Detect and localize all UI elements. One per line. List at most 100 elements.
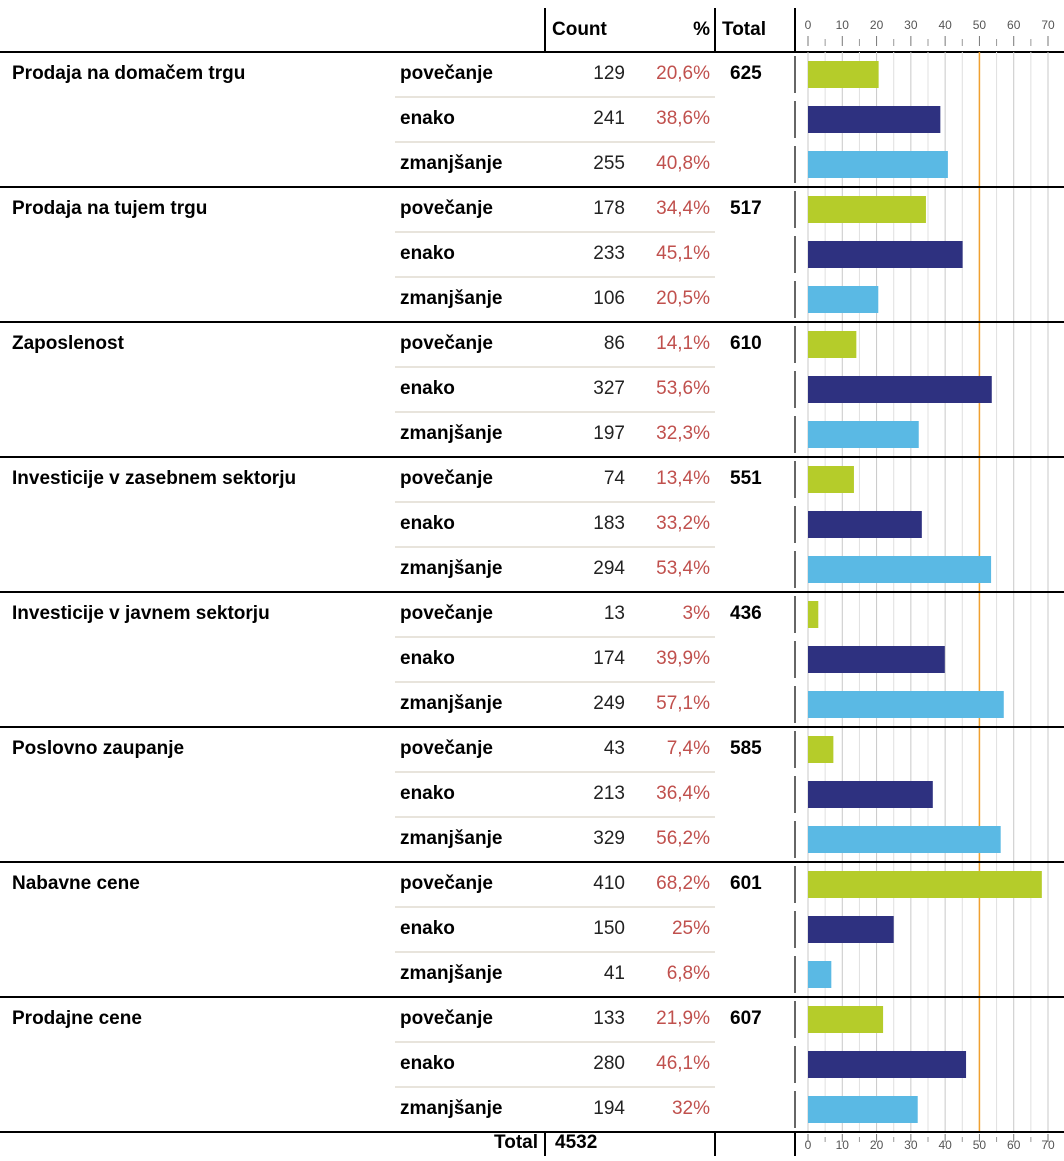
count: 249	[593, 693, 625, 714]
pct: 53,4%	[656, 558, 710, 579]
x-tick-label: 70	[1041, 18, 1055, 32]
x-tick-label: 60	[1007, 1138, 1021, 1152]
row-label: zmanjšanje	[400, 693, 502, 714]
pct: 57,1%	[656, 693, 710, 714]
row-label: enako	[400, 513, 455, 534]
group-label: Investicije v zasebnem sektorju	[12, 468, 296, 489]
bar	[808, 556, 992, 583]
row-label: zmanjšanje	[400, 153, 502, 174]
x-tick-label: 50	[973, 18, 987, 32]
pct: 53,6%	[656, 378, 710, 399]
x-tick-label: 60	[1007, 18, 1021, 32]
row-label: povečanje	[400, 198, 493, 219]
header-pct: %	[693, 19, 710, 40]
x-tick-label: 40	[938, 1138, 952, 1152]
row-label: povečanje	[400, 1008, 493, 1029]
row-label: povečanje	[400, 468, 493, 489]
bar	[808, 646, 945, 673]
group-label: Zaposlenost	[12, 333, 125, 354]
count: 129	[593, 63, 625, 84]
bar	[808, 781, 933, 808]
group-label: Nabavne cene	[12, 873, 140, 894]
bar	[808, 61, 879, 88]
bar	[808, 736, 834, 763]
x-tick-label: 50	[973, 1138, 987, 1152]
count: 183	[593, 513, 625, 534]
pct: 39,9%	[656, 648, 710, 669]
row-label: zmanjšanje	[400, 963, 502, 984]
row-label: enako	[400, 1053, 455, 1074]
row-label: zmanjšanje	[400, 1098, 502, 1119]
bar	[808, 196, 926, 223]
bar	[808, 106, 941, 133]
bar	[808, 691, 1004, 718]
row-label: enako	[400, 108, 455, 129]
header-total: Total	[722, 19, 766, 40]
group-label: Prodaja na tujem trgu	[12, 198, 207, 219]
pct: 20,5%	[656, 288, 710, 309]
bar	[808, 511, 922, 538]
header-count: Count	[552, 19, 608, 40]
x-tick-label: 70	[1041, 1138, 1055, 1152]
bar	[808, 241, 963, 268]
x-tick-label: 20	[870, 18, 884, 32]
row-label: enako	[400, 378, 455, 399]
count: 74	[604, 468, 626, 489]
pct: 32%	[672, 1098, 710, 1119]
x-tick-label: 10	[836, 18, 850, 32]
footer-label: Total	[494, 1132, 538, 1153]
bar	[808, 871, 1042, 898]
pct: 68,2%	[656, 873, 710, 894]
pct: 40,8%	[656, 153, 710, 174]
group-total: 625	[730, 63, 762, 84]
bar	[808, 1096, 918, 1123]
group-label: Poslovno zaupanje	[12, 738, 184, 759]
x-tick-label: 20	[870, 1138, 884, 1152]
count: 178	[593, 198, 625, 219]
bar	[808, 151, 948, 178]
row-label: zmanjšanje	[400, 423, 502, 444]
pct: 20,6%	[656, 63, 710, 84]
group-label: Investicije v javnem sektorju	[12, 603, 270, 624]
count: 41	[604, 963, 625, 984]
group-total: 436	[730, 603, 762, 624]
count: 327	[593, 378, 625, 399]
footer-count: 4532	[555, 1132, 597, 1153]
group-total: 551	[730, 468, 762, 489]
row-label: povečanje	[400, 603, 493, 624]
count: 233	[593, 243, 625, 264]
count: 13	[604, 603, 625, 624]
bar	[808, 376, 992, 403]
count: 106	[593, 288, 625, 309]
pct: 33,2%	[656, 513, 710, 534]
group-total: 607	[730, 1008, 762, 1029]
row-label: enako	[400, 243, 455, 264]
bar	[808, 286, 879, 313]
pct: 6,8%	[667, 963, 710, 984]
count: 241	[593, 108, 625, 129]
x-tick-label: 40	[938, 18, 952, 32]
count: 197	[593, 423, 625, 444]
pct: 56,2%	[656, 828, 710, 849]
count: 174	[593, 648, 625, 669]
x-tick-label: 0	[805, 18, 812, 32]
bar	[808, 1006, 884, 1033]
bar	[808, 961, 832, 988]
row-label: povečanje	[400, 873, 493, 894]
count: 410	[593, 873, 625, 894]
count: 43	[604, 738, 625, 759]
row-label: enako	[400, 918, 455, 939]
count: 194	[593, 1098, 625, 1119]
row-label: enako	[400, 648, 455, 669]
row-label: povečanje	[400, 63, 493, 84]
bar	[808, 421, 919, 448]
x-tick-label: 30	[904, 1138, 918, 1152]
count: 294	[593, 558, 625, 579]
bar	[808, 916, 894, 943]
row-label: enako	[400, 783, 455, 804]
group-total: 610	[730, 333, 762, 354]
count: 86	[604, 333, 625, 354]
x-tick-label: 0	[805, 1138, 812, 1152]
